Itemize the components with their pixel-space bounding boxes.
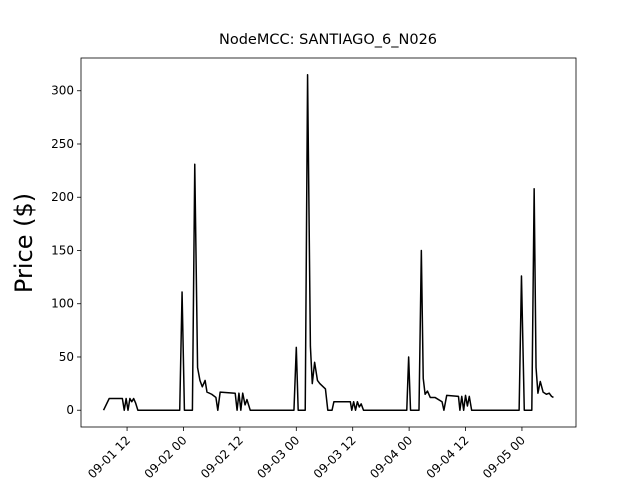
chart-title: NodeMCC: SANTIAGO_6_N026 <box>219 32 437 48</box>
y-tick-label: 150 <box>51 243 74 257</box>
y-tick-label: 0 <box>66 403 74 417</box>
y-tick-label: 50 <box>59 350 74 364</box>
y-tick-label: 250 <box>51 137 74 151</box>
y-tick-label: 100 <box>51 297 74 311</box>
x-tick-label: 09-04 00 <box>367 433 415 480</box>
x-tick-label: 09-01 12 <box>85 433 133 480</box>
x-tick-label: 09-02 12 <box>198 433 246 480</box>
price-line <box>102 74 554 411</box>
y-axis-label: Price ($) <box>10 193 38 293</box>
x-tick-label: 09-03 00 <box>254 433 302 480</box>
plot-frame <box>80 57 577 428</box>
x-tick-label: 09-05 00 <box>480 433 528 480</box>
y-tick-label: 200 <box>51 190 74 204</box>
x-tick-label: 09-03 12 <box>311 433 359 480</box>
y-tick-label: 300 <box>51 84 74 98</box>
x-tick-label: 09-04 12 <box>424 433 472 480</box>
x-tick-label: 09-02 00 <box>142 433 190 480</box>
